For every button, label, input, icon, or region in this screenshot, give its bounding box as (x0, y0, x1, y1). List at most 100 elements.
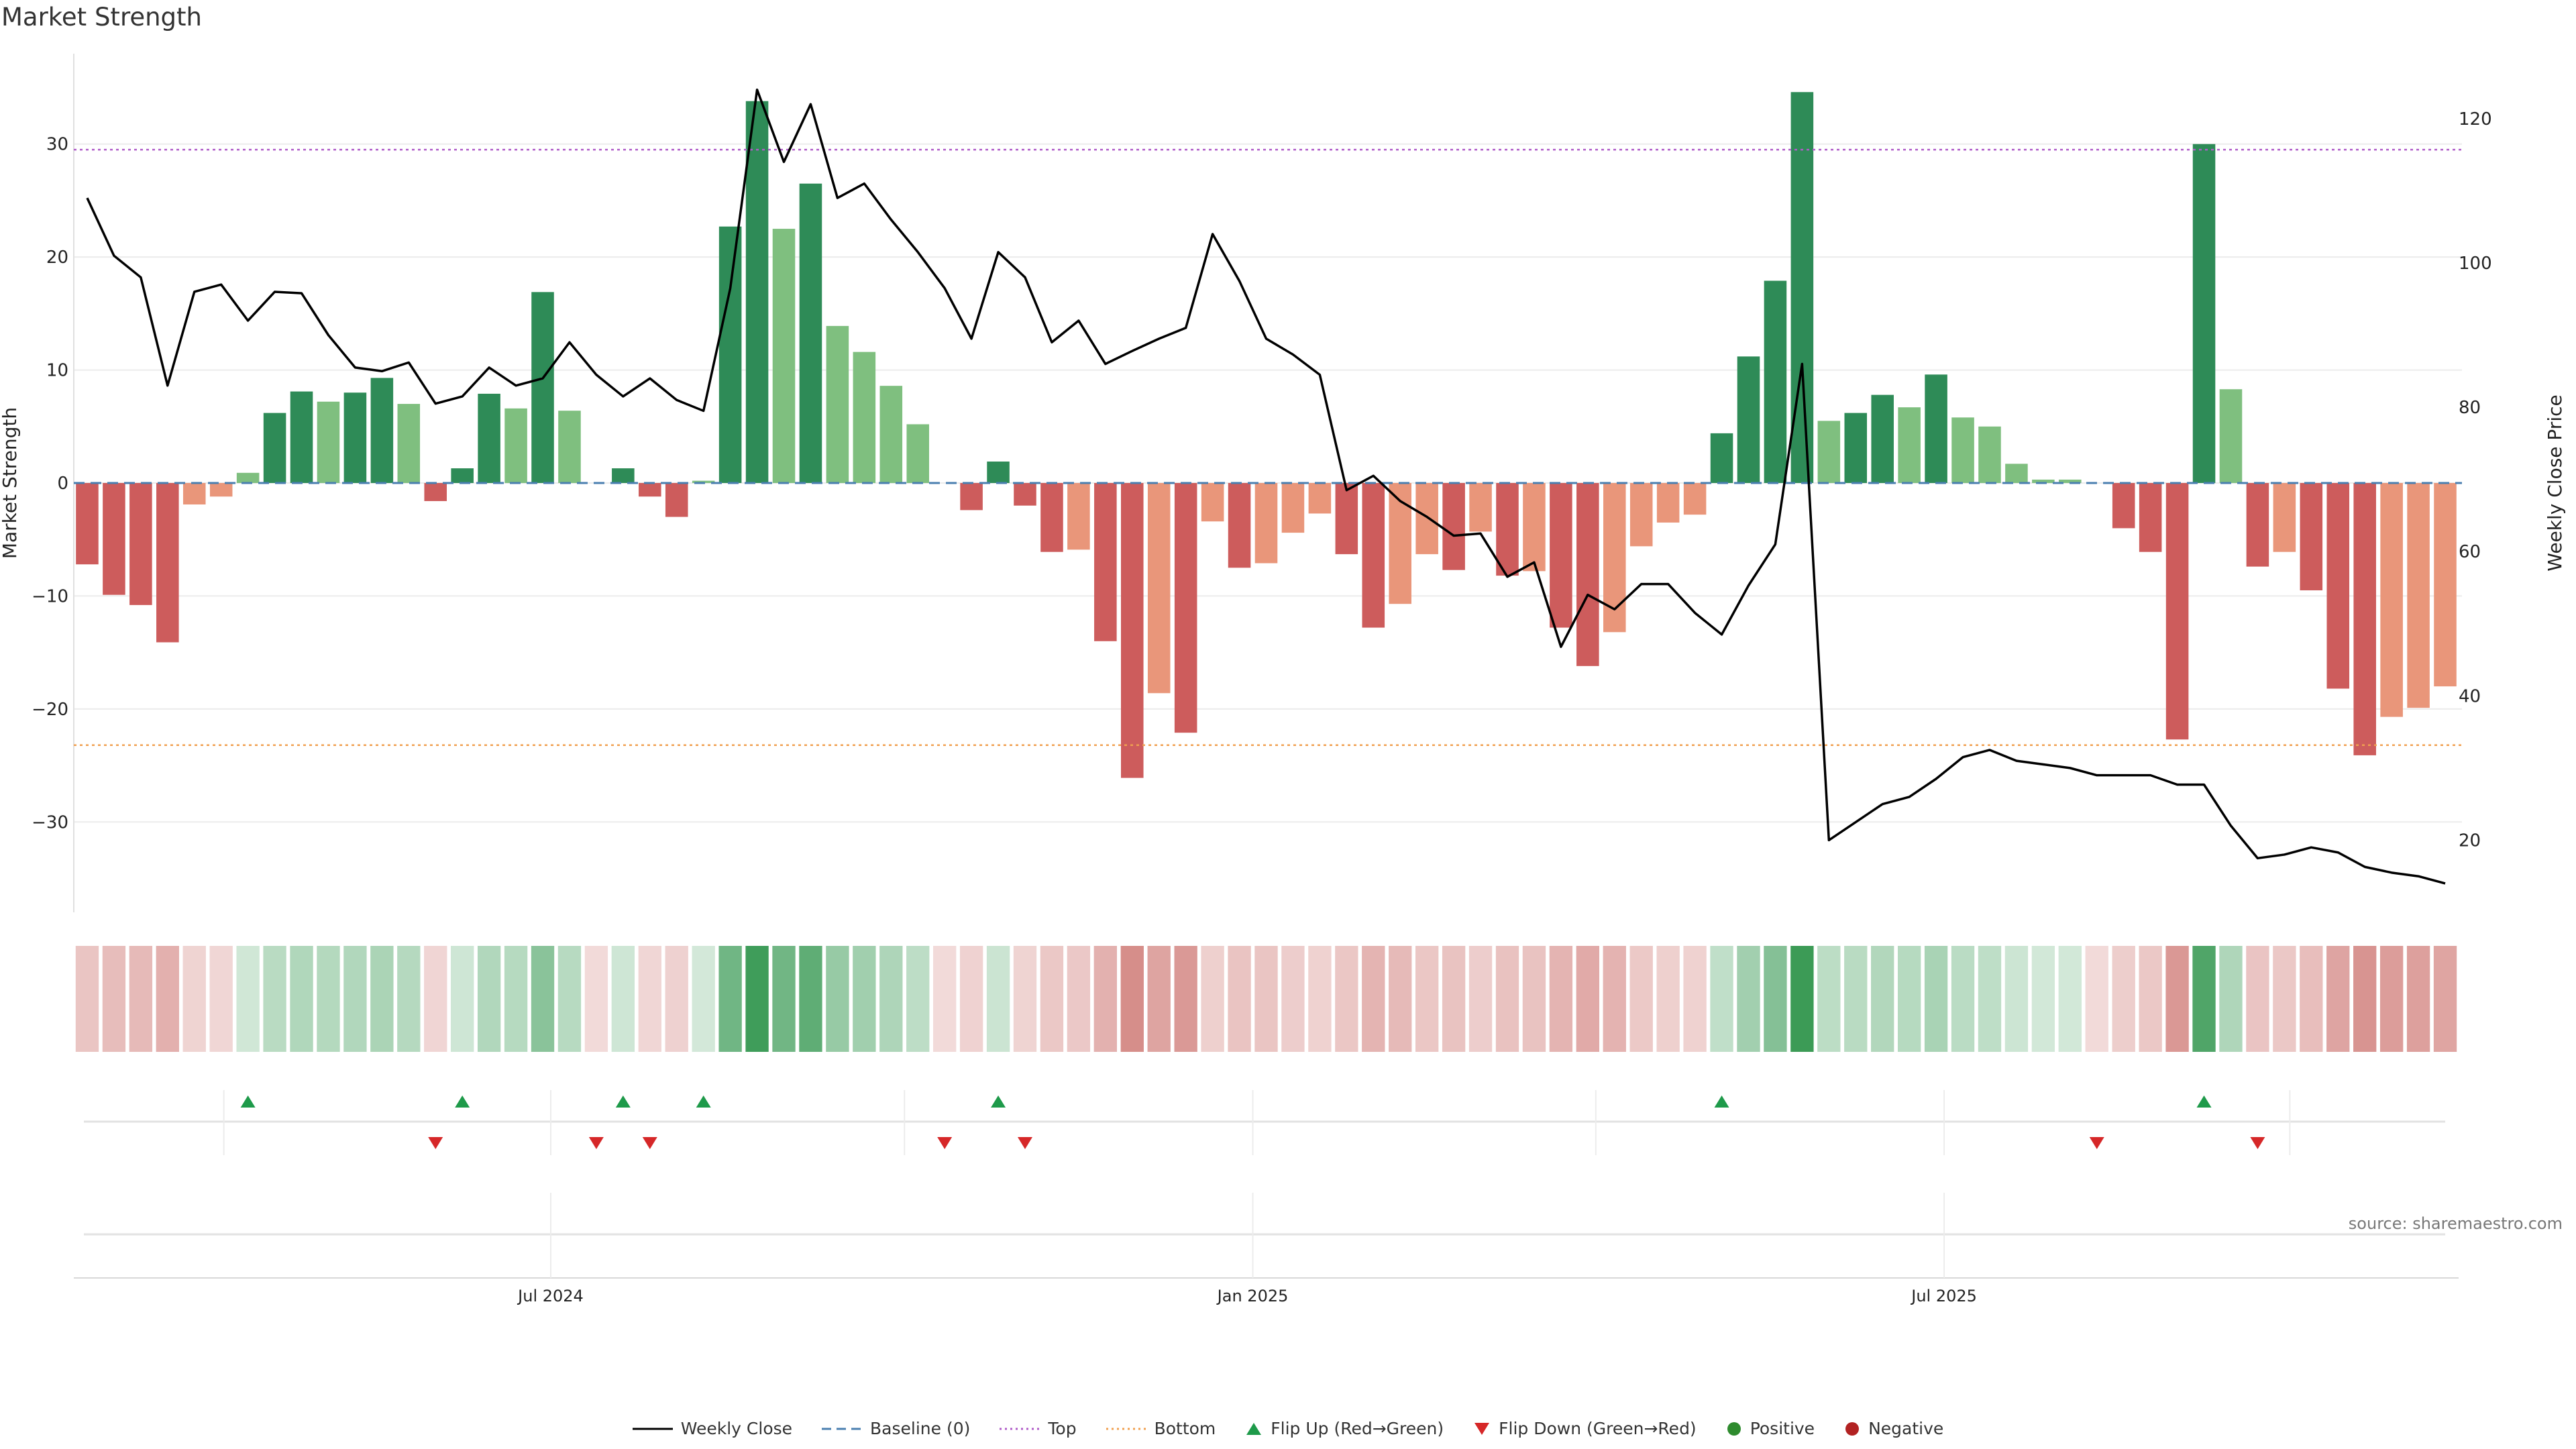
heat-cell (1844, 946, 1868, 1052)
legend: Weekly Close Baseline (0) Top Bottom Fli… (0, 1419, 2576, 1438)
heat-cell (1817, 946, 1841, 1052)
strength-bar (1603, 483, 1626, 633)
heat-cell (1040, 946, 1064, 1052)
heat-cell (2165, 946, 2189, 1052)
flip-down-marker (428, 1137, 443, 1149)
strength-bar (1550, 483, 1572, 628)
flip-down-marker (2089, 1137, 2104, 1149)
heat-cell (906, 946, 930, 1052)
strength-bar (639, 483, 661, 497)
strength-bar (1683, 483, 1707, 515)
strength-bar (1201, 483, 1224, 522)
triangle-up-icon (1246, 1422, 1262, 1435)
heat-cell (1120, 946, 1144, 1052)
legend-line-icon (632, 1428, 673, 1430)
legend-negative-label: Negative (1868, 1419, 1944, 1438)
heat-cell (1335, 946, 1358, 1052)
strength-bar (209, 483, 233, 497)
heat-cell (156, 946, 179, 1052)
heat-cell (879, 946, 903, 1052)
strength-bar (317, 401, 340, 483)
heat-cell (2192, 946, 2216, 1052)
heat-cell (584, 946, 608, 1052)
strength-bar (2407, 483, 2430, 708)
flip-up-marker (1714, 1095, 1729, 1108)
strength-bar (1576, 483, 1599, 666)
heat-cell (2326, 946, 2350, 1052)
strength-bar (504, 408, 527, 483)
strength-bar (182, 483, 206, 504)
heat-cell (638, 946, 661, 1052)
heat-cell (826, 946, 849, 1052)
y2-axis-label: Weekly Close Price (2544, 394, 2566, 571)
strength-bar (1951, 417, 1974, 483)
strength-bar (906, 424, 930, 483)
strength-bar (772, 229, 796, 483)
heat-cell (1764, 946, 1787, 1052)
strength-bar (2005, 464, 2028, 483)
heat-cell (504, 946, 528, 1052)
heat-cell (1710, 946, 1733, 1052)
strength-bar (2139, 483, 2162, 552)
heat-cell (1201, 946, 1224, 1052)
heat-cell (1656, 946, 1680, 1052)
heat-cell (397, 946, 421, 1052)
legend-flip-up-label: Flip Up (Red→Green) (1271, 1419, 1444, 1438)
strength-bar (1121, 483, 1144, 778)
strength-bar (1040, 483, 1063, 552)
flip-down-marker (937, 1137, 953, 1149)
strength-bar (799, 183, 822, 483)
heat-cell (1924, 946, 1948, 1052)
heat-cell (531, 946, 555, 1052)
flip-down-marker (2250, 1137, 2265, 1149)
strength-bar (2165, 483, 2189, 740)
strength-bar (1469, 483, 1492, 532)
heat-cell (1683, 946, 1707, 1052)
strength-bar (1228, 483, 1251, 568)
strength-bar (2032, 479, 2055, 483)
flip-up-marker (455, 1095, 470, 1108)
strength-bar (451, 468, 474, 483)
heat-cell (1603, 946, 1626, 1052)
strength-bar (1281, 483, 1305, 533)
heat-cell (2031, 946, 2055, 1052)
heat-cell (1549, 946, 1573, 1052)
legend-flip-down-label: Flip Down (Green→Red) (1499, 1419, 1697, 1438)
legend-baseline: Baseline (0) (822, 1419, 970, 1438)
y-tick-label: 20 (46, 248, 68, 268)
strength-bar (1523, 483, 1546, 572)
strength-bar (2300, 483, 2323, 590)
triangle-down-icon (1474, 1422, 1490, 1435)
strength-bar (692, 480, 715, 483)
y2-tick-label: 80 (2459, 398, 2481, 418)
y-tick-label: 0 (57, 474, 68, 494)
flip-down-marker (642, 1137, 657, 1149)
strength-bar (1254, 483, 1278, 564)
strength-bar (1308, 483, 1332, 514)
heat-cell (932, 946, 957, 1052)
heat-cell (2139, 946, 2162, 1052)
heat-cell (2085, 946, 2108, 1052)
legend-positive: Positive (1726, 1419, 1815, 1438)
heat-cell (1495, 946, 1519, 1052)
flip-up-marker (2196, 1095, 2212, 1108)
y-tick-label: −30 (32, 812, 68, 833)
strength-bar (1737, 356, 1760, 483)
strength-bar (1898, 407, 1921, 483)
heat-cell (959, 946, 983, 1052)
heat-cell (986, 946, 1010, 1052)
legend-dashed-line-icon (822, 1428, 863, 1430)
strength-bar (1844, 413, 1868, 483)
strength-bar (1014, 483, 1036, 506)
strength-bar (826, 325, 849, 483)
heat-cell (1415, 946, 1439, 1052)
strength-bar (236, 472, 260, 483)
heat-cell (451, 946, 474, 1052)
flip-down-marker (588, 1137, 604, 1149)
heat-cell (1389, 946, 1412, 1052)
x-tick-label: Jan 2025 (1216, 1287, 1289, 1305)
strength-bar (1362, 483, 1385, 628)
heat-cell (2219, 946, 2243, 1052)
y-tick-label: 30 (46, 135, 68, 155)
heat-cell (2246, 946, 2269, 1052)
